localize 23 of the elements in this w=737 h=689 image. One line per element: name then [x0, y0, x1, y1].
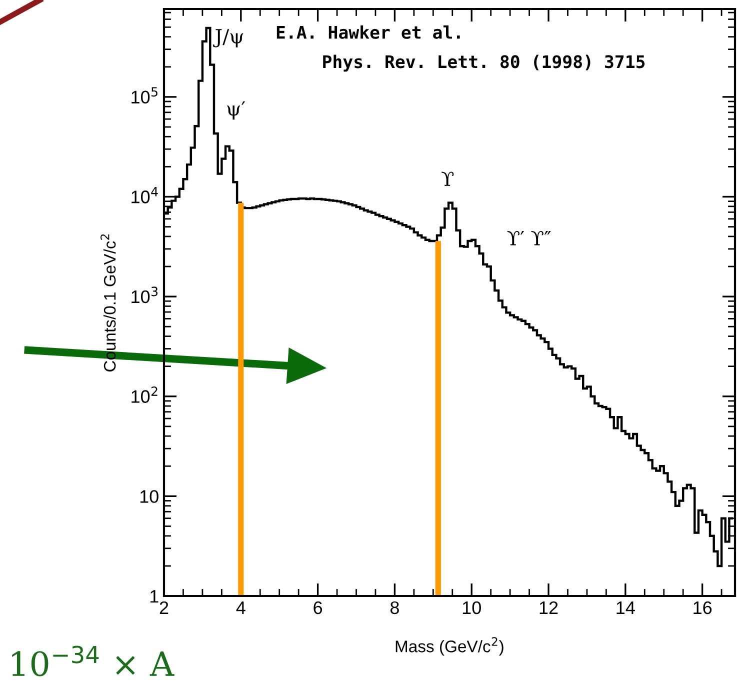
- x-tick-label: 16: [694, 601, 712, 614]
- x-axis-title: Mass (GeV/c$^{2}$): [396, 637, 504, 656]
- y-tick-label: 10$^{3}$: [132, 286, 158, 304]
- x-tick-label: 4: [236, 602, 246, 614]
- y-tick-label: 10$^{4}$: [132, 187, 158, 204]
- x-tick-label: 14: [616, 602, 635, 614]
- y-tick-label: 1: [150, 590, 158, 603]
- x-tick-label: 6: [314, 601, 322, 614]
- annotation: ϒ: [442, 172, 454, 186]
- annotation: ψ′: [227, 101, 246, 120]
- annotation: J/ψ: [213, 29, 244, 48]
- annotation: E.A. Hawker et al.: [276, 25, 460, 39]
- x-tick-label: 12: [540, 601, 558, 614]
- y-tick-label: 10$^{5}$: [132, 87, 158, 104]
- text: 10$^{−34}$ × A: [12, 646, 174, 676]
- x-tick-label: 10: [462, 601, 481, 614]
- y-tick-label: 10: [140, 490, 158, 503]
- y-axis-title: Counts/0.1 GeV/c$^{2}$: [100, 234, 116, 372]
- y-tick-label: 10$^{2}$: [132, 386, 158, 403]
- x-tick-label: 8: [390, 601, 399, 614]
- x-tick-label: 2: [160, 601, 168, 614]
- annotation: ϒ′ ϒ″: [507, 230, 551, 246]
- annotation: Phys. Rev. Lett. 80 (1998) 3715: [323, 54, 645, 72]
